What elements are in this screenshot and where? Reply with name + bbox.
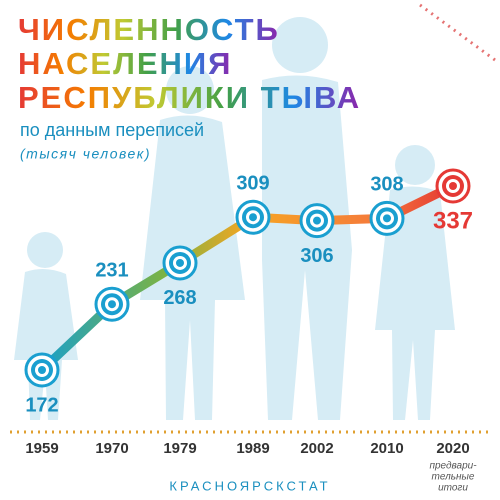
value-label: 306 — [300, 245, 333, 267]
source: КРАСНОЯРСКСТАТ — [169, 478, 330, 493]
value-label: 309 — [236, 173, 269, 195]
value-label: 231 — [95, 259, 128, 281]
marker — [299, 203, 335, 239]
title-line: НАСЕЛЕНИЯ — [18, 46, 232, 81]
marker — [369, 200, 405, 236]
marker — [162, 245, 198, 281]
marker — [94, 286, 130, 322]
x-tick-label: 1989 — [236, 440, 269, 457]
x-tick-label: 1979 — [163, 440, 196, 457]
title-line: РЕСПУБЛИКИ ТЫВА — [18, 80, 361, 115]
value-label: 172 — [25, 394, 58, 416]
note: тельные — [432, 472, 475, 483]
title-line: ЧИСЛЕННОСТЬ — [18, 12, 280, 47]
note: итоги — [438, 483, 468, 494]
unit: (тысяч человек) — [20, 146, 151, 162]
marker — [235, 199, 271, 235]
marker — [24, 352, 60, 388]
x-tick-label: 2020 — [436, 440, 469, 457]
note: предвари- — [429, 461, 477, 472]
value-label: 337 — [433, 207, 473, 234]
subtitle: по данным переписей — [20, 120, 204, 140]
value-label: 268 — [163, 287, 196, 309]
x-tick-label: 1970 — [95, 440, 128, 457]
x-tick-label: 2010 — [370, 440, 403, 457]
x-tick-label: 2002 — [300, 440, 333, 457]
marker — [435, 168, 471, 204]
value-label: 308 — [370, 174, 403, 196]
corner-dots — [419, 3, 496, 62]
x-tick-label: 1959 — [25, 440, 58, 457]
